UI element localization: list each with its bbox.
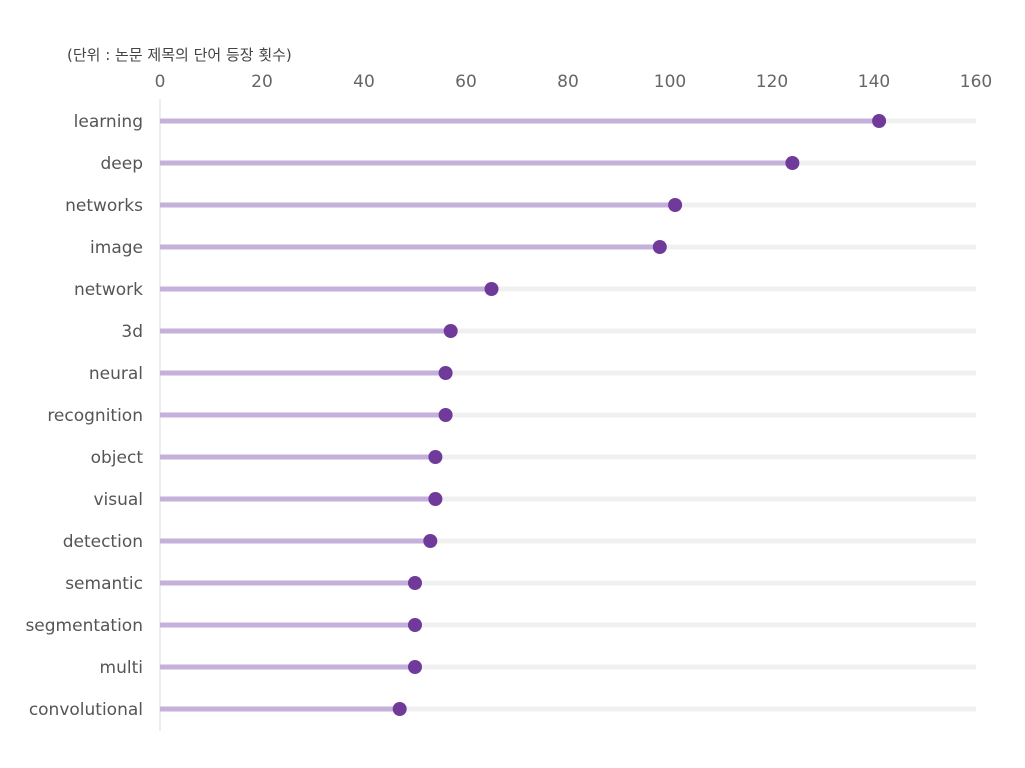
dot-multi — [408, 660, 422, 674]
dot-object — [428, 450, 443, 464]
x-tick-label-100: 100 — [654, 72, 686, 92]
x-tick-label-20: 20 — [251, 72, 273, 92]
x-tick-labels: 0 20 40 60 80 100 120 140 160 — [155, 72, 993, 92]
row-deep: deep — [101, 154, 976, 174]
category-label-image: image — [90, 238, 143, 258]
dot-convolutional — [392, 702, 407, 716]
unit-label: (단위 : 논문 제목의 단어 등장 횟수) — [67, 46, 292, 64]
category-label-network: network — [74, 280, 143, 300]
category-label-segmentation: segmentation — [25, 616, 143, 636]
dot-segmentation — [408, 618, 422, 632]
category-label-semantic: semantic — [65, 574, 143, 594]
row-convolutional: convolutional — [29, 700, 976, 720]
x-tick-label-160: 160 — [960, 72, 992, 92]
row-3d: 3d — [121, 322, 976, 342]
dot-visual — [428, 492, 443, 506]
row-network: network — [74, 280, 976, 300]
dot-detection — [423, 534, 438, 548]
dot-deep — [785, 156, 800, 170]
row-visual: visual — [93, 490, 976, 510]
dot-networks — [668, 198, 683, 212]
category-label-visual: visual — [93, 490, 143, 510]
chart-rows: learning deep networks image network 3d neural… — [25, 112, 976, 720]
category-label-deep: deep — [101, 154, 144, 174]
category-label-networks: networks — [65, 196, 143, 216]
dot-image — [652, 240, 667, 254]
row-learning: learning — [74, 112, 976, 132]
x-tick-label-40: 40 — [353, 72, 375, 92]
category-label-object: object — [91, 448, 144, 468]
x-tick-label-80: 80 — [557, 72, 579, 92]
x-tick-label-140: 140 — [858, 72, 890, 92]
row-detection: detection — [63, 532, 976, 552]
x-tick-label-120: 120 — [756, 72, 788, 92]
row-semantic: semantic — [65, 574, 976, 594]
x-tick-label-60: 60 — [455, 72, 477, 92]
dot-semantic — [408, 576, 422, 590]
category-label-detection: detection — [63, 532, 143, 552]
category-label-neural: neural — [89, 364, 143, 384]
dot-network — [484, 282, 499, 296]
row-recognition: recognition — [47, 406, 976, 426]
category-label-multi: multi — [100, 658, 143, 678]
category-label-3d: 3d — [121, 322, 143, 342]
category-label-convolutional: convolutional — [29, 700, 143, 720]
dot-recognition — [438, 408, 453, 422]
x-tick-label-0: 0 — [155, 72, 166, 92]
row-segmentation: segmentation — [25, 616, 976, 636]
row-neural: neural — [89, 364, 976, 384]
category-label-learning: learning — [74, 112, 143, 132]
dot-3d — [443, 324, 458, 338]
dot-learning — [872, 114, 887, 128]
dot-neural — [438, 366, 453, 380]
row-networks: networks — [65, 196, 976, 216]
row-image: image — [90, 238, 976, 258]
row-multi: multi — [100, 658, 976, 678]
row-object: object — [91, 448, 976, 468]
category-label-recognition: recognition — [47, 406, 143, 426]
